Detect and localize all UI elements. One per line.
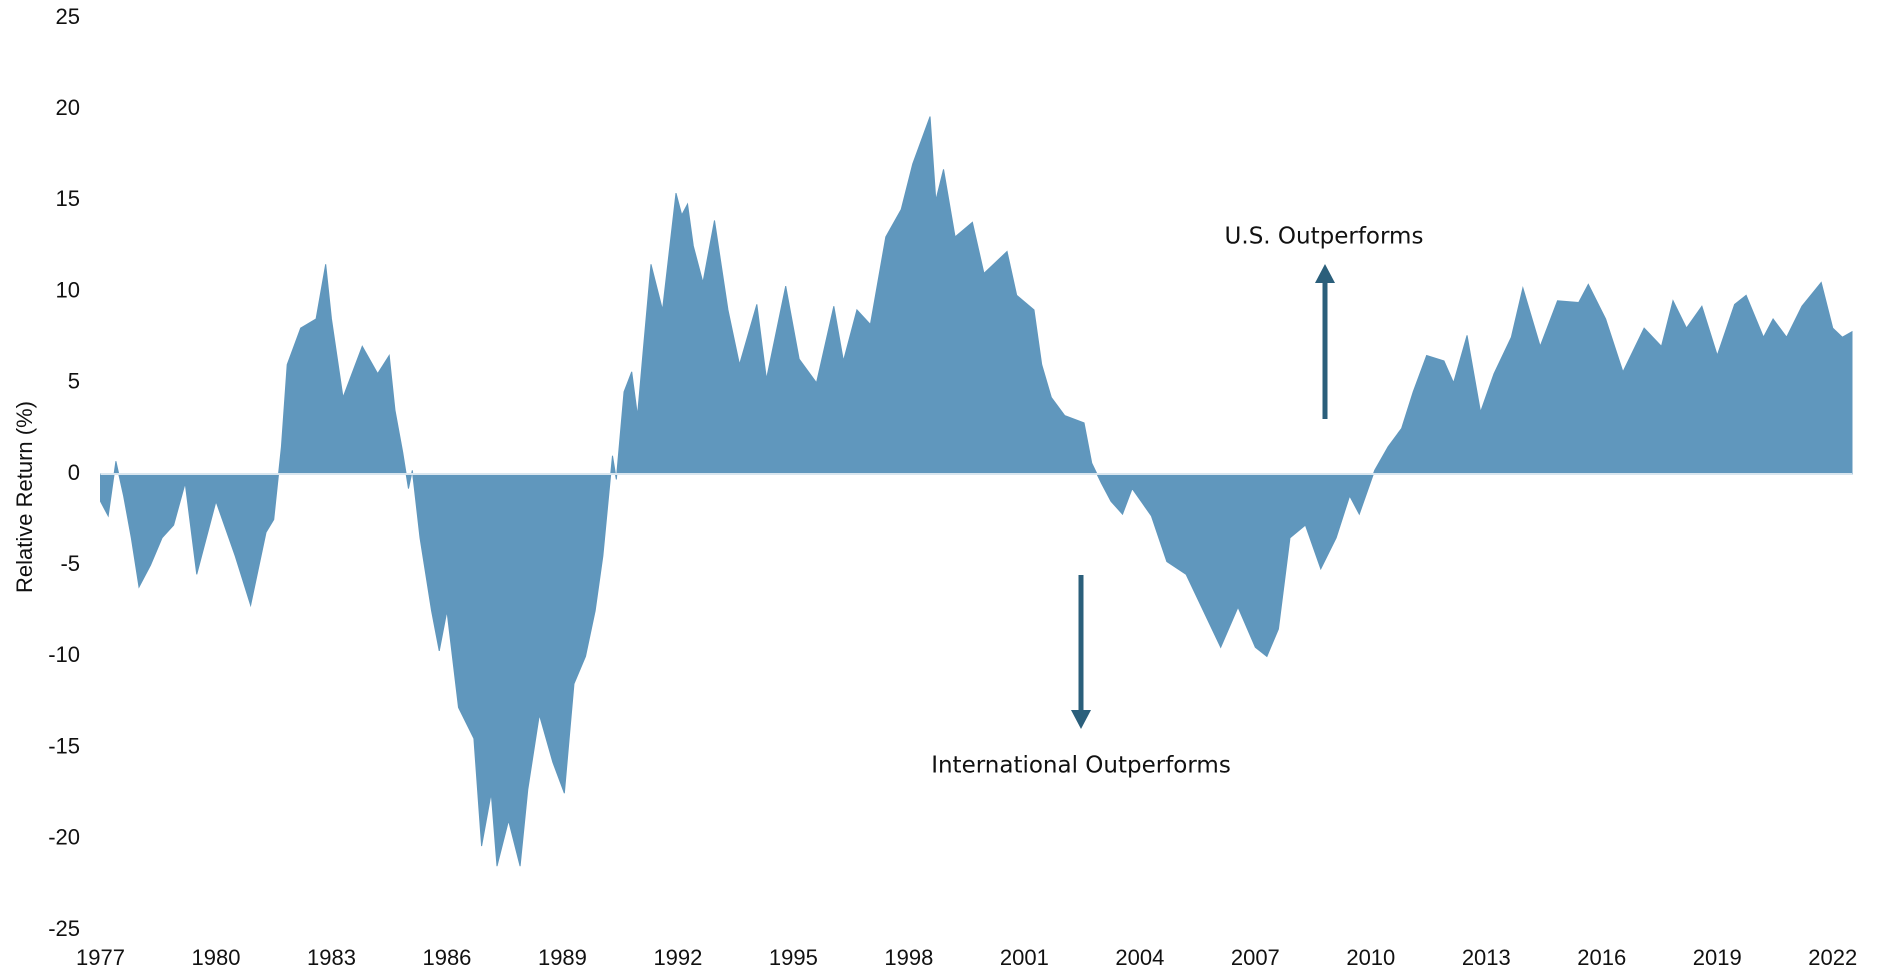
x-tick-label: 2007 bbox=[1231, 945, 1280, 970]
y-tick-label: 10 bbox=[56, 277, 80, 302]
x-tick-label: 2004 bbox=[1115, 945, 1164, 970]
x-tick-label: 2016 bbox=[1577, 945, 1626, 970]
x-tick-label: 2019 bbox=[1693, 945, 1742, 970]
y-tick-label: -10 bbox=[48, 642, 80, 667]
x-tick-label: 1998 bbox=[884, 945, 933, 970]
y-tick-label: 25 bbox=[56, 4, 80, 29]
y-tick-label: 0 bbox=[68, 460, 80, 485]
x-tick-label: 2010 bbox=[1346, 945, 1395, 970]
annotation: International Outperforms bbox=[931, 753, 1231, 779]
y-tick-label: -20 bbox=[48, 825, 80, 850]
area bbox=[100, 116, 1853, 867]
y-tick-label: -5 bbox=[60, 551, 80, 576]
x-tick-label: 2013 bbox=[1462, 945, 1511, 970]
y-tick-label: -25 bbox=[48, 916, 80, 941]
x-tick-label: 1989 bbox=[538, 945, 587, 970]
y-tick-label: 5 bbox=[68, 369, 80, 394]
y-tick-label: 15 bbox=[56, 186, 80, 211]
x-tick-label: 1980 bbox=[192, 945, 241, 970]
x-tick-label: 2022 bbox=[1808, 945, 1857, 970]
annotation: U.S. Outperforms bbox=[1225, 224, 1424, 250]
y-tick-label: -15 bbox=[48, 733, 80, 758]
arrow-head bbox=[1315, 264, 1335, 283]
y-tick-label: 20 bbox=[56, 95, 80, 120]
x-tick-label: 1986 bbox=[422, 945, 471, 970]
x-tick-label: 1977 bbox=[76, 945, 125, 970]
x-tick-label: 1983 bbox=[307, 945, 356, 970]
arrow-head bbox=[1071, 710, 1091, 729]
x-tick-label: 1995 bbox=[769, 945, 818, 970]
x-tick-label: 2001 bbox=[1000, 945, 1049, 970]
y-axis-label: Relative Return (%) bbox=[12, 401, 37, 593]
x-tick-label: 1992 bbox=[653, 945, 702, 970]
